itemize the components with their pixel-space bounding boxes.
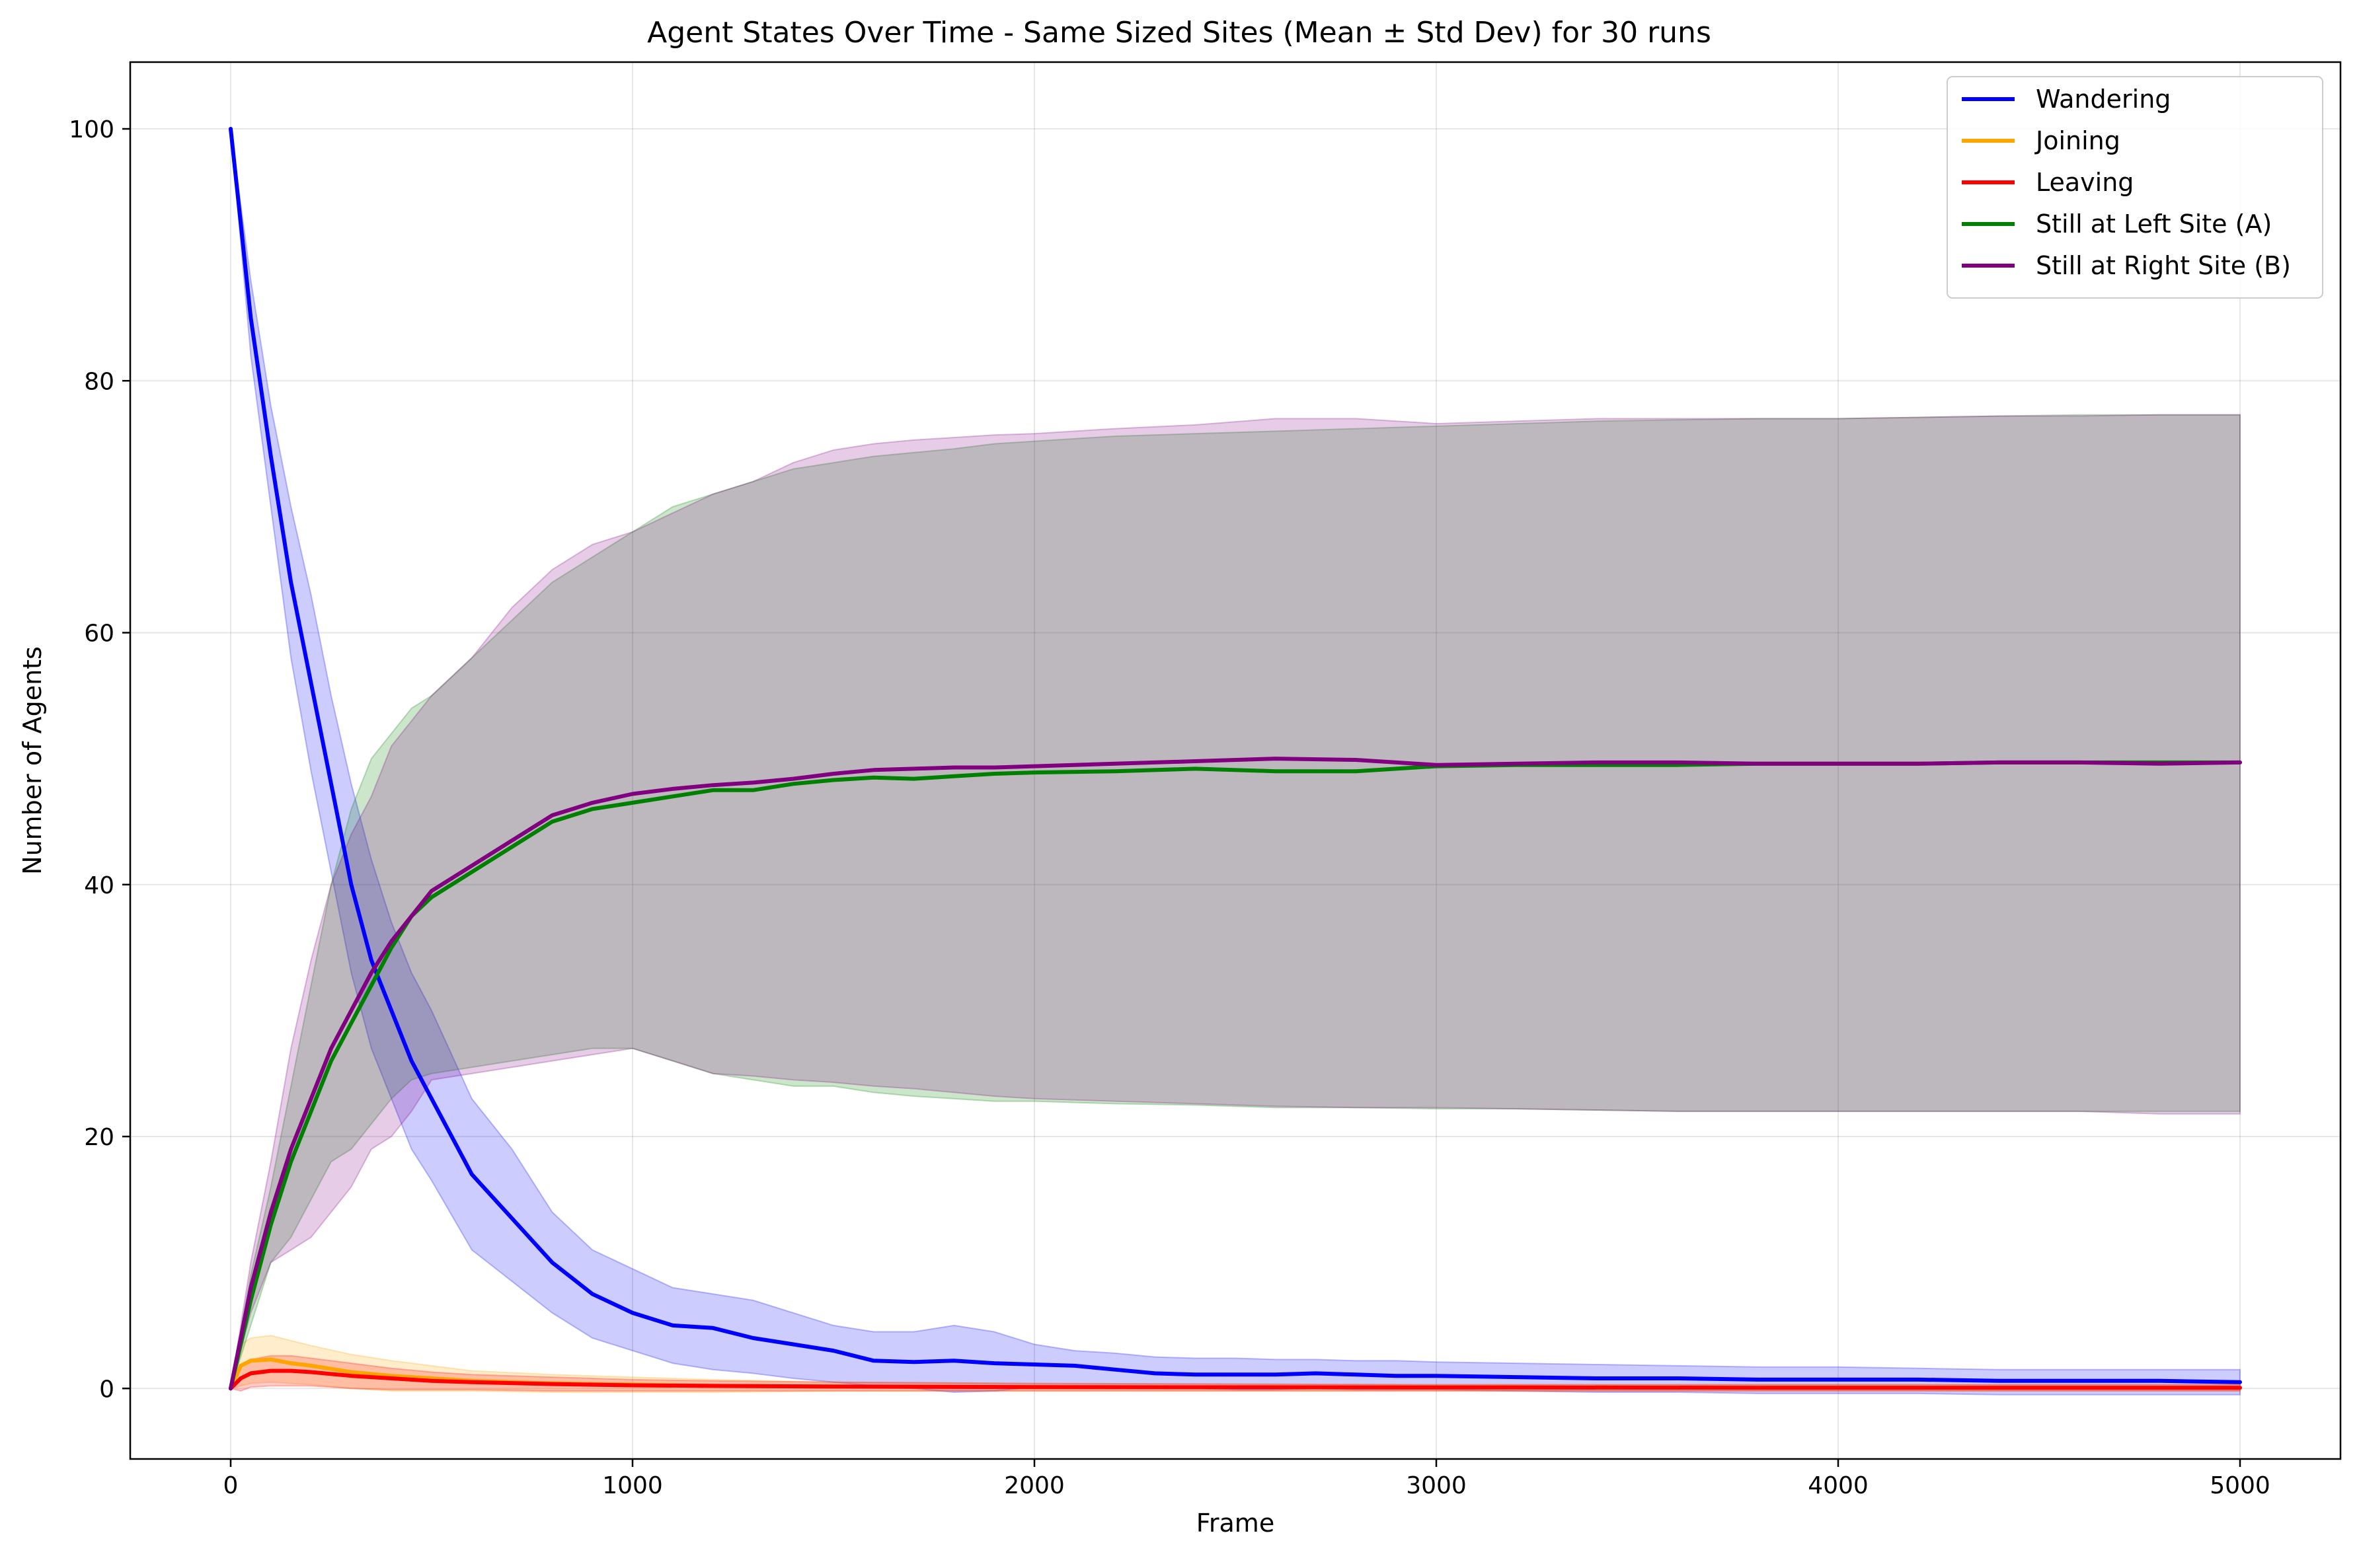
- legend-label-still-at-right-site-b: Still at Right Site (B): [2036, 251, 2291, 280]
- plot-frame: [129, 61, 2342, 1460]
- axis-ticks: 0 1000 2000 3000 4000 5000 0 20 40 60 80 100: [69, 116, 2270, 1499]
- x-tick-label: 5000: [2210, 1472, 2270, 1499]
- line-wandering: [229, 127, 2242, 1384]
- legend-label-wandering: Wandering: [2036, 85, 2171, 114]
- x-tick-label: 3000: [1406, 1472, 1467, 1499]
- x-tick-label: 0: [223, 1472, 239, 1499]
- y-tick-label: 0: [99, 1376, 114, 1403]
- x-axis-label: Frame: [1196, 1509, 1274, 1538]
- x-tick-label: 2000: [1004, 1472, 1065, 1499]
- y-tick-label: 80: [84, 368, 114, 395]
- legend-label-leaving: Leaving: [2036, 168, 2134, 197]
- legend: Wandering Joining Leaving Still at Left Sit…: [1947, 76, 2323, 299]
- legend-box: [1947, 76, 2323, 299]
- mean-lines: [229, 127, 2242, 1391]
- line-still-at-right-site-b: [229, 757, 2242, 1391]
- legend-label-joining: Joining: [2034, 126, 2120, 155]
- y-tick-label: 40: [84, 872, 114, 899]
- legend-label-still-at-left-site-a: Still at Left Site (A): [2036, 209, 2272, 239]
- y-axis-label: Number of Agents: [18, 646, 47, 875]
- x-tick-label: 4000: [1808, 1472, 1869, 1499]
- chart-title: Agent States Over Time - Same Sized Site…: [647, 16, 1711, 50]
- y-tick-label: 60: [84, 620, 114, 648]
- line-leaving: [229, 1368, 2242, 1391]
- y-tick-label: 20: [84, 1124, 114, 1151]
- x-tick-label: 1000: [602, 1472, 663, 1499]
- y-tick-label: 100: [69, 116, 114, 143]
